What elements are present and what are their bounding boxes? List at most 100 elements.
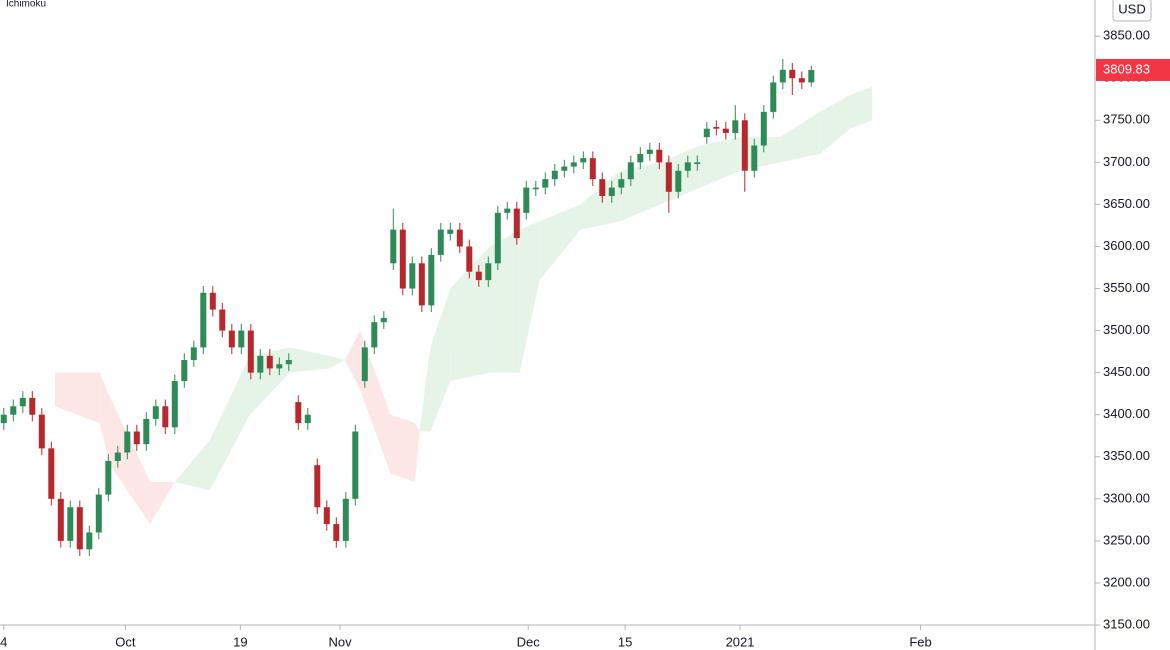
candle-body [475, 271, 482, 281]
currency-label[interactable]: USD [1118, 1, 1145, 16]
last-price-tag [1096, 58, 1170, 81]
candle-body [684, 162, 691, 171]
cloud-segment [150, 481, 175, 525]
candle-body [209, 292, 216, 310]
x-tick-label: 2021 [726, 634, 755, 649]
cloud-segment [110, 397, 151, 525]
candle-body [342, 498, 349, 541]
candle-body [561, 166, 568, 171]
candle-body [390, 229, 397, 264]
candle-body [76, 507, 83, 550]
candle-body [741, 120, 748, 171]
candle-body [304, 414, 311, 424]
candle-body [770, 82, 777, 112]
cloud-segment [415, 423, 420, 482]
candle-body [665, 162, 672, 192]
x-tick-label: Dec [517, 634, 541, 649]
candle-body [523, 187, 530, 213]
candle-body [580, 158, 587, 163]
candle-body [485, 263, 492, 281]
candle-body [456, 229, 463, 247]
candle-body [646, 149, 653, 154]
candle-body [494, 212, 501, 264]
cloud-segment [55, 372, 100, 424]
candle-body [48, 448, 55, 499]
candle-body [428, 254, 435, 306]
candle-body [447, 229, 454, 234]
cloud-segment [209, 355, 250, 491]
cloud-segment [174, 439, 210, 491]
candle-body [238, 330, 245, 348]
y-tick-label: 3600.00 [1103, 238, 1150, 253]
candle-body [314, 465, 321, 508]
candle-body [38, 414, 45, 449]
y-tick-label: 3300.00 [1103, 490, 1150, 505]
axis-layer: 3150.00 3200.00 3250.00 3300.00 3350.00 3400.… [0, 28, 1170, 649]
candle-layer [0, 58, 815, 557]
candle-body [276, 364, 283, 369]
candle-body [228, 330, 235, 348]
candle-body [200, 292, 207, 348]
candle-body [618, 179, 625, 188]
y-tick-label: 3250.00 [1103, 532, 1150, 547]
candle-body [399, 229, 406, 289]
candle-body [333, 524, 340, 541]
y-tick-label: 3500.00 [1103, 322, 1150, 337]
candle-body [751, 145, 758, 171]
candle-body [713, 127, 720, 129]
candle-body [637, 153, 644, 163]
last-price-label: 3809.83 [1103, 61, 1150, 76]
y-tick-label: 3750.00 [1103, 112, 1150, 127]
candle-body [418, 263, 425, 306]
y-tick-label: 3550.00 [1103, 280, 1150, 295]
cloud-segment [779, 111, 820, 163]
y-tick-label: 3650.00 [1103, 196, 1150, 211]
cloud-segment [490, 229, 520, 373]
y-tick-label: 3700.00 [1103, 154, 1150, 169]
candle-body [67, 507, 74, 541]
candle-body [694, 162, 701, 165]
y-tick-label: 3450.00 [1103, 364, 1150, 379]
candle-body [703, 128, 710, 138]
cloud-segment [580, 170, 621, 230]
candle-body [219, 309, 226, 331]
y-tick-label: 3850.00 [1103, 28, 1150, 43]
candle-body [57, 498, 64, 541]
candle-body [95, 494, 102, 533]
cloud-segment [390, 414, 416, 482]
cloud-layer [55, 86, 873, 525]
cloud-segment [344, 330, 361, 390]
candle-body [105, 460, 112, 495]
candle-body [190, 347, 197, 361]
cloud-segment [539, 204, 581, 281]
candle-body [124, 431, 131, 453]
candle-body [437, 229, 444, 255]
candle-body [532, 187, 539, 190]
candle-body [732, 120, 739, 133]
candle-body [323, 507, 330, 525]
candle-body [627, 162, 634, 180]
x-tick-label: Nov [329, 634, 353, 649]
candle-body [285, 360, 292, 365]
cloud-segment [99, 372, 111, 466]
candle-body [722, 128, 729, 133]
candle-body [152, 406, 159, 419]
cloud-segment [450, 246, 491, 382]
x-tick-label: Feb [909, 634, 931, 649]
candle-body [504, 208, 511, 213]
candle-body [675, 170, 682, 192]
x-tick-label: Oct [115, 634, 136, 649]
candle-body [181, 360, 188, 382]
currency-box[interactable] [1112, 0, 1152, 22]
candle-body [542, 179, 549, 188]
candle-body [257, 355, 264, 373]
candle-body [380, 317, 387, 323]
candle-body [589, 158, 596, 180]
cloud-segment [519, 221, 540, 373]
candle-body [295, 402, 302, 424]
candle-body [513, 208, 520, 239]
candle-body [798, 78, 805, 83]
x-tick-label: 4 [0, 634, 7, 649]
